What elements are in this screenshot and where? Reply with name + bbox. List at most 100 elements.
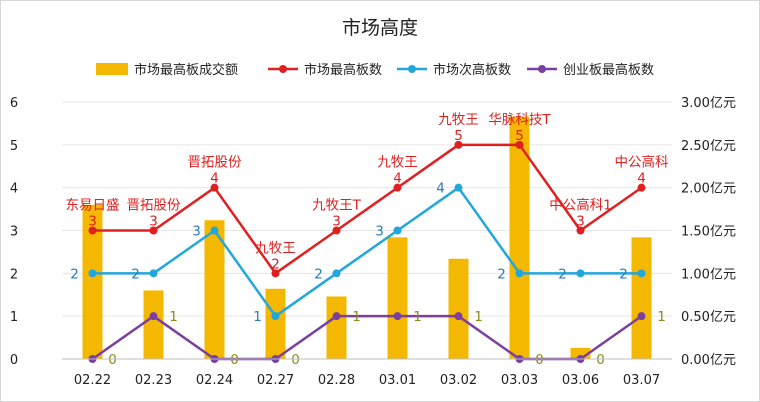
bar — [204, 220, 225, 359]
lines — [91, 143, 643, 361]
x-tick-label: 02.24 — [196, 373, 233, 388]
cyb-max-series-point — [149, 312, 158, 321]
second-board-series-point — [271, 312, 280, 321]
data-labels: 东易日盛3晋拓股份3晋拓股份4九牧王2九牧王T3九牧王4九牧王5华脉科技T5中公… — [66, 112, 669, 368]
left-tick-label: 0 — [10, 353, 18, 368]
bar — [631, 237, 652, 359]
max-board-series-point — [576, 226, 585, 235]
second-board-series-point — [88, 269, 97, 278]
max-series-value-label: 3 — [88, 214, 97, 230]
left-tick-label: 1 — [10, 310, 18, 325]
x-tick-label: 02.22 — [74, 373, 111, 388]
max-board-series-point — [210, 183, 219, 192]
bars — [82, 116, 652, 360]
max-series-name-label: 九牧王 — [255, 240, 296, 256]
right-tick-label: 2.50亿元 — [681, 139, 736, 154]
max-series-name-label: 九牧王 — [438, 112, 479, 128]
max-series-value-label: 5 — [454, 128, 463, 144]
x-tick-label: 03.03 — [501, 373, 538, 388]
right-tick-label: 2.00亿元 — [681, 182, 736, 197]
right-tick-label: 1.00亿元 — [681, 267, 736, 282]
second-board-series-line — [92, 186, 642, 318]
legend-swatch-marker — [279, 65, 287, 73]
max-board-series-point — [149, 226, 158, 235]
second-series-value-label: 3 — [192, 224, 201, 240]
legend-label: 创业板最高板数 — [563, 62, 654, 78]
max-series-value-label: 4 — [210, 171, 219, 187]
legend-label: 市场最高板数 — [304, 62, 382, 78]
max-series-value-label: 5 — [515, 128, 524, 144]
bar — [82, 204, 103, 359]
max-board-series-point — [454, 140, 463, 149]
cyb-series-value-label: 0 — [535, 352, 544, 368]
legend-swatch-marker — [408, 65, 416, 73]
right-tick-label: 3.00亿元 — [681, 96, 736, 111]
second-series-value-label: 2 — [131, 266, 140, 282]
max-series-name-label: 晋拓股份 — [188, 155, 242, 171]
max-board-series-point — [332, 226, 341, 235]
max-series-value-label: 3 — [149, 214, 158, 230]
x-tick-label: 03.02 — [440, 373, 477, 388]
max-series-value-label: 4 — [637, 171, 646, 187]
x-tick-label: 03.06 — [562, 373, 599, 388]
second-series-value-label: 2 — [314, 266, 323, 282]
axes: 0 0.00亿元 1 0.50亿元 2 1.00亿元 3 1.50亿元 4 2.00亿元 5 2.50… — [10, 96, 736, 388]
left-tick-label: 5 — [10, 139, 18, 154]
cyb-series-value-label: 0 — [291, 352, 300, 368]
second-series-value-label: 2 — [497, 266, 506, 282]
second-series-value-label: 4 — [436, 181, 445, 197]
cyb-series-value-label: 0 — [596, 352, 605, 368]
chart-title: 市场高度 — [342, 17, 418, 39]
cyb-series-value-label: 0 — [108, 352, 117, 368]
bar — [570, 347, 591, 359]
second-series-value-label: 3 — [375, 224, 384, 240]
max-board-series-point — [271, 269, 280, 278]
cyb-series-value-label: 1 — [169, 309, 178, 325]
bar — [265, 288, 286, 359]
points — [88, 140, 646, 363]
max-series-name-label: 东易日盛 — [66, 198, 120, 214]
cyb-series-value-label: 1 — [413, 309, 422, 325]
legend-swatch-bar — [96, 63, 128, 75]
max-series-value-label: 2 — [271, 256, 280, 272]
second-board-series-point — [454, 183, 463, 192]
left-tick-label: 4 — [10, 182, 18, 197]
cyb-series-value-label: 0 — [230, 352, 239, 368]
max-series-name-label: 华脉科技T — [488, 112, 551, 128]
cyb-series-value-label: 1 — [474, 309, 483, 325]
cyb-series-value-label: 1 — [657, 309, 666, 325]
x-tick-label: 03.07 — [623, 373, 660, 388]
bar — [509, 116, 530, 360]
max-board-series-point — [393, 183, 402, 192]
max-series-name-label: 中公高科 — [615, 154, 669, 171]
second-board-series-point — [576, 269, 585, 278]
max-board-series-point — [637, 183, 646, 192]
right-tick-label: 0.00亿元 — [681, 353, 736, 368]
max-series-name-label: 晋拓股份 — [127, 198, 181, 214]
second-board-series-point — [515, 269, 524, 278]
second-board-series-point — [637, 269, 646, 278]
second-board-series-point — [210, 226, 219, 235]
left-tick-label: 2 — [10, 267, 18, 282]
second-series-value-label: 2 — [558, 266, 567, 282]
second-series-value-label: 1 — [253, 309, 262, 325]
right-tick-label: 1.50亿元 — [681, 225, 736, 240]
second-series-value-label: 2 — [619, 266, 628, 282]
legend: 市场最高板成交额 市场最高板数 市场次高板数 创业板最高板数 — [96, 62, 654, 78]
second-board-series-point — [393, 226, 402, 235]
left-tick-label: 6 — [10, 96, 18, 111]
right-tick-label: 0.50亿元 — [681, 310, 736, 325]
bar — [448, 258, 469, 359]
cyb-series-value-label: 1 — [352, 309, 361, 325]
legend-label: 市场最高板成交额 — [134, 62, 238, 78]
max-series-value-label: 4 — [393, 171, 402, 187]
bar — [326, 296, 347, 359]
x-tick-label: 02.28 — [318, 373, 355, 388]
cyb-max-series-point — [332, 312, 341, 321]
second-board-series-point — [149, 269, 158, 278]
max-board-series-line — [92, 143, 643, 275]
cyb-max-series-point — [637, 312, 646, 321]
max-series-name-label: 九牧王 — [377, 155, 418, 171]
